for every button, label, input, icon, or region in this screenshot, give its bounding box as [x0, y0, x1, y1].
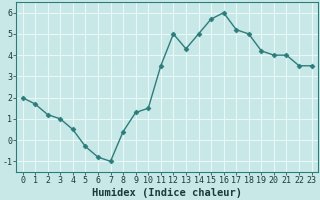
X-axis label: Humidex (Indice chaleur): Humidex (Indice chaleur)	[92, 188, 242, 198]
